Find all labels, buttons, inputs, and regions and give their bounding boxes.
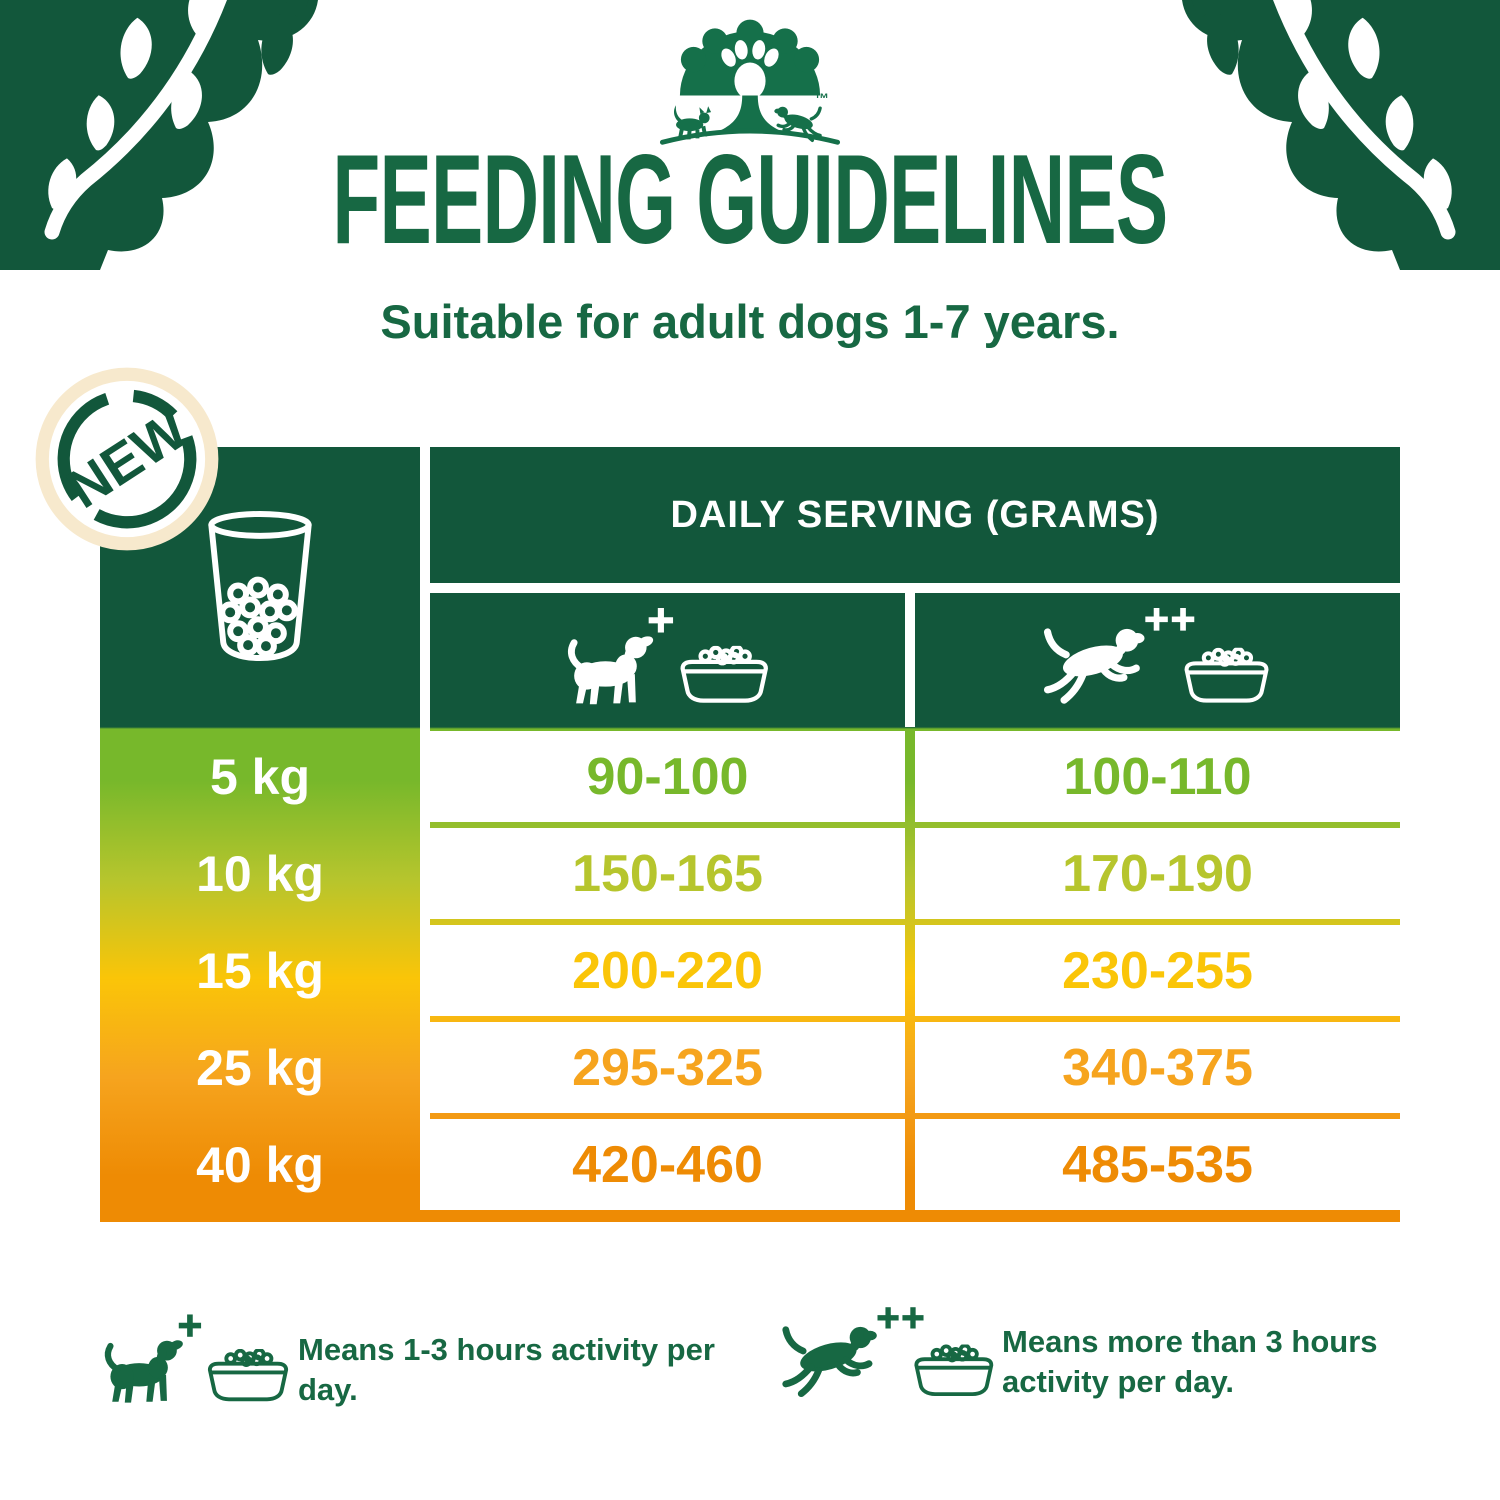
header-row-gap xyxy=(430,583,1400,593)
serving-value-high: 485-535 xyxy=(915,1119,1400,1210)
jumping-dog-bowl-icon xyxy=(1035,608,1280,712)
daily-serving-header: DAILY SERVING (GRAMS) xyxy=(670,493,1160,536)
plus-icon xyxy=(877,1307,899,1329)
table-row: 5 kg 90-100 100-110 xyxy=(100,731,1400,822)
table-row: 15 kg 200-220 230-255 xyxy=(100,925,1400,1016)
weight-label: 15 kg xyxy=(196,942,324,999)
plus-icon xyxy=(178,1314,202,1337)
standing-dog-bowl-icon xyxy=(550,608,785,712)
weight-label: 5 kg xyxy=(209,748,311,805)
serving-value-low: 90-100 xyxy=(430,731,905,822)
weight-label: 10 kg xyxy=(196,845,324,902)
plus-icon xyxy=(648,608,674,633)
low-activity-column-header xyxy=(430,593,905,727)
table-row: 10 kg 150-165 170-190 xyxy=(100,828,1400,919)
table-row: 40 kg 420-460 485-535 xyxy=(100,1119,1400,1210)
serving-value-high: 230-255 xyxy=(915,925,1400,1016)
plus-icon xyxy=(1145,608,1168,631)
serving-value-low: 420-460 xyxy=(430,1119,905,1210)
column-gutter xyxy=(420,447,430,1210)
serving-value-low: 295-325 xyxy=(430,1022,905,1113)
plus-icon xyxy=(1171,608,1195,631)
weight-label: 25 kg xyxy=(196,1039,324,1096)
page-title: FEEDING GUIDELINES xyxy=(332,127,1168,271)
serving-value-high: 170-190 xyxy=(915,828,1400,919)
icon-cell-gap xyxy=(905,593,915,727)
page-title-wrap: FEEDING GUIDELINES xyxy=(0,132,1500,266)
page-subtitle: Suitable for adult dogs 1-7 years. xyxy=(380,295,1120,348)
table-row: 25 kg 295-325 340-375 xyxy=(100,1022,1400,1113)
legend-high-activity-icon xyxy=(778,1307,994,1410)
feeding-table: DAILY SERVING (GRAMS) 5 kg 90-100 100-11… xyxy=(100,447,1400,1222)
legend-low-activity-text: Means 1-3 hours activity per day. xyxy=(298,1332,715,1408)
new-badge: NEW xyxy=(35,367,219,551)
legend-low-activity-icon xyxy=(92,1314,289,1412)
plus-icon xyxy=(902,1307,924,1329)
high-activity-column-header xyxy=(915,593,1400,727)
serving-value-low: 200-220 xyxy=(430,925,905,1016)
serving-value-low: 150-165 xyxy=(430,828,905,919)
legend-high-activity-text: Means more than 3 hours activity per day… xyxy=(1002,1324,1378,1400)
serving-value-high: 100-110 xyxy=(915,731,1400,822)
serving-value-high: 340-375 xyxy=(915,1022,1400,1113)
weight-label: 40 kg xyxy=(196,1136,324,1193)
